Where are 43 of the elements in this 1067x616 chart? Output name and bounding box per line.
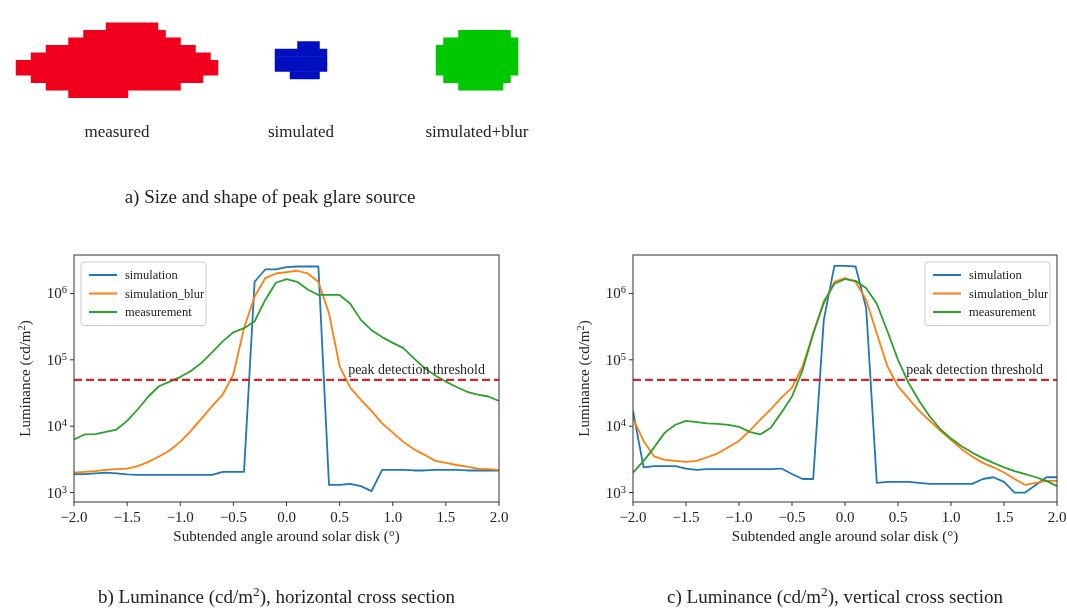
y-tick-label: 10$^{6}$ [46, 283, 67, 302]
x-tick-label: −1.0 [166, 509, 194, 525]
y-tick-label: 10$^{5}$ [605, 350, 626, 368]
x-axis-title: Subtended angle around solar disk (°) [731, 528, 959, 545]
x-tick-label: −2.0 [619, 509, 647, 525]
x-tick-label: 0.5 [888, 509, 908, 525]
y-tick-label: 10$^{5}$ [46, 350, 67, 368]
ref-line-label: peak detection threshold [348, 361, 485, 377]
text: a) Size and shape of peak glare source [124, 186, 416, 208]
x-tick-label: 1.5 [994, 509, 1014, 525]
x-tick-label: 1.0 [383, 509, 403, 525]
x-axis-title: Subtended angle around solar disk (°) [173, 528, 400, 545]
x-tick-label: −1.5 [113, 509, 141, 525]
text: simulated [267, 122, 335, 141]
x-tick-label: 2.0 [489, 509, 509, 525]
legend-label: simulation_blur [125, 286, 205, 301]
x-tick-label: 1.5 [436, 509, 456, 525]
text: b) Luminance (cd/m$^{2}$), horizontal cross section [98, 583, 456, 608]
x-tick-label: 0.5 [330, 509, 349, 525]
x-tick-label: −0.5 [778, 509, 806, 525]
ref-line-label: peak detection threshold [906, 361, 1043, 377]
x-tick-label: −0.5 [219, 509, 247, 525]
legend-label: measurement [969, 305, 1037, 319]
x-tick-label: 0.0 [277, 509, 296, 525]
y-tick-label: 10$^{4}$ [605, 416, 627, 435]
line-series [74, 278, 499, 441]
y-tick-label: 10$^{3}$ [605, 483, 626, 501]
x-tick-label: −1.5 [672, 509, 700, 525]
legend-label: simulation [125, 268, 179, 282]
text: c) Luminance (cd/m$^{2}$), vertical cross section [667, 583, 1004, 608]
x-tick-label: 2.0 [1047, 509, 1067, 525]
legend-label: simulation_blur [969, 286, 1049, 301]
y-tick-label: 10$^{3}$ [46, 483, 67, 501]
text: simulated+blur [425, 122, 529, 141]
x-tick-label: 0.0 [835, 509, 855, 525]
y-tick-label: 10$^{4}$ [46, 416, 68, 435]
text: measured [84, 122, 151, 141]
y-tick-label: 10$^{6}$ [605, 283, 626, 302]
x-tick-label: −2.0 [60, 509, 88, 525]
legend-label: measurement [125, 305, 193, 319]
x-tick-label: −1.0 [725, 509, 753, 525]
legend-label: simulation [969, 268, 1023, 282]
x-tick-label: 1.0 [941, 509, 961, 525]
